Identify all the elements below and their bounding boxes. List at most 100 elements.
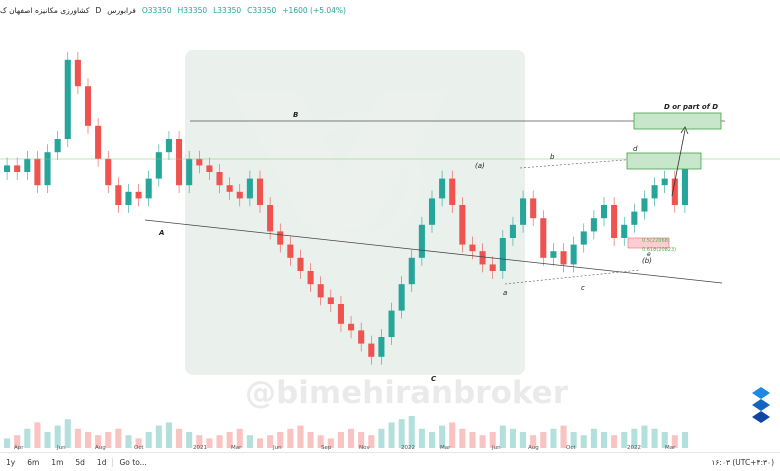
- x-tick-label: Sep: [321, 445, 332, 451]
- label-target: D or part of D: [664, 103, 718, 111]
- candle-body: [509, 224, 516, 238]
- x-tick-label: 2021: [193, 445, 207, 451]
- label-d: d: [633, 145, 638, 153]
- chart-watermark-logo: [185, 50, 525, 375]
- goto-button[interactable]: Go to...: [119, 457, 147, 467]
- volume-bar: [125, 435, 132, 448]
- candle-body: [216, 172, 223, 186]
- volume-bar: [560, 425, 567, 448]
- chart-watermark-logo-inner: [230, 90, 450, 247]
- candle-body: [74, 59, 81, 87]
- volume-bar: [307, 432, 314, 448]
- volume-bar: [145, 432, 152, 448]
- volume-bar: [530, 435, 537, 448]
- volume-bar: [570, 432, 577, 448]
- label-C: C: [431, 375, 437, 383]
- candle-body: [4, 165, 11, 172]
- volume-bar: [84, 432, 92, 448]
- volume-bar: [388, 422, 395, 448]
- candle-body: [287, 244, 294, 258]
- clock-display[interactable]: ۱۶:۰۳ (UTC+۴:۳۰): [711, 457, 774, 467]
- volume-bar: [246, 435, 253, 448]
- candle-body: [368, 343, 375, 357]
- candle-body: [378, 337, 385, 357]
- candle-body: [206, 165, 213, 172]
- chart-header: کشاورزی مکانیزه اصفهان ک D فرابورس O3335…: [0, 3, 346, 17]
- candle-body: [580, 231, 587, 245]
- timeframe-6m[interactable]: 6m: [27, 457, 40, 467]
- candle-body: [570, 244, 577, 265]
- timeframe-1d[interactable]: 1d: [91, 457, 114, 467]
- candle-body: [611, 205, 618, 238]
- candle-body: [681, 165, 688, 205]
- volume-bar: [418, 428, 425, 448]
- volume-bar: [489, 432, 496, 448]
- candle-body: [600, 205, 608, 219]
- label-b: b: [550, 153, 555, 161]
- candle-body: [155, 152, 162, 179]
- volume-bar: [550, 428, 557, 448]
- candle-body: [459, 205, 466, 245]
- x-tick-label: Aug: [528, 445, 539, 451]
- timeframe-5d[interactable]: 5d: [75, 457, 85, 467]
- label-b-paren: (b): [642, 257, 652, 265]
- volume-bar: [186, 432, 193, 448]
- volume-bar: [14, 435, 21, 448]
- x-tick-label: Mar: [665, 445, 676, 451]
- x-tick-label: Aug: [95, 445, 106, 451]
- timeframe-label[interactable]: D: [95, 5, 102, 15]
- candle-body: [621, 224, 628, 238]
- candle-body: [489, 264, 496, 271]
- x-tick-label: 2022: [627, 445, 641, 451]
- volume-bar: [105, 432, 112, 448]
- label-A: A: [158, 229, 164, 237]
- x-tick-label: Jun: [272, 445, 282, 451]
- candle-body: [469, 244, 476, 252]
- x-tick-label: Nov: [359, 445, 370, 451]
- projection-arrowhead: [680, 126, 689, 135]
- volume-bar: [317, 435, 324, 448]
- x-tick-label: Mar: [231, 445, 242, 451]
- volume-bar: [64, 419, 71, 448]
- candle-body: [145, 178, 152, 199]
- candles: [4, 51, 688, 365]
- volume-bar: [520, 432, 527, 448]
- candle-body: [661, 178, 668, 186]
- candle-body: [317, 284, 324, 298]
- volume-bar: [95, 435, 102, 448]
- candle-body: [277, 231, 284, 245]
- candle-body: [337, 304, 344, 324]
- volume-bar: [287, 428, 294, 448]
- candle-body: [226, 185, 233, 192]
- volume-bar: [236, 428, 243, 448]
- label-a: a: [503, 289, 507, 297]
- target-zone-lower: [626, 152, 702, 170]
- volume-bar: [196, 435, 203, 448]
- candle-body: [34, 158, 41, 186]
- symbol-name: کشاورزی مکانیزه اصفهان ک: [0, 5, 90, 15]
- timeframe-1y[interactable]: 1y: [6, 457, 16, 467]
- label-c: c: [581, 284, 585, 292]
- timeframe-1m[interactable]: 1m: [51, 457, 64, 467]
- candle-body: [24, 158, 31, 172]
- change-value: +1600 (+5.04%): [282, 5, 346, 15]
- bottom-toolbar: 1y 6m 1m 5d 1d Go to... ۱۶:۰۳ (UTC+۴:۳۰): [0, 452, 780, 471]
- candle-body: [540, 218, 547, 258]
- volume-bar: [256, 438, 264, 448]
- candle-body: [105, 158, 112, 186]
- candle-body: [95, 125, 102, 159]
- volume-bar: [267, 435, 274, 448]
- volume-bar: [621, 432, 628, 448]
- candle-body: [348, 323, 355, 331]
- candle-body: [439, 178, 446, 199]
- label-fib2: 0.618(20823): [642, 247, 676, 253]
- candle-body: [297, 257, 304, 271]
- candle-body: [499, 238, 506, 271]
- watermark-handle: @bimehiranbroker: [245, 375, 568, 411]
- candle-body: [550, 251, 557, 258]
- volume-bar: [165, 422, 172, 448]
- volume-bar: [297, 425, 304, 448]
- candle-body: [388, 310, 395, 337]
- x-axis: Apr Jun Aug Oct 2021 Mar Jun Sep Nov 2022 Mar Jun Au…: [14, 445, 676, 451]
